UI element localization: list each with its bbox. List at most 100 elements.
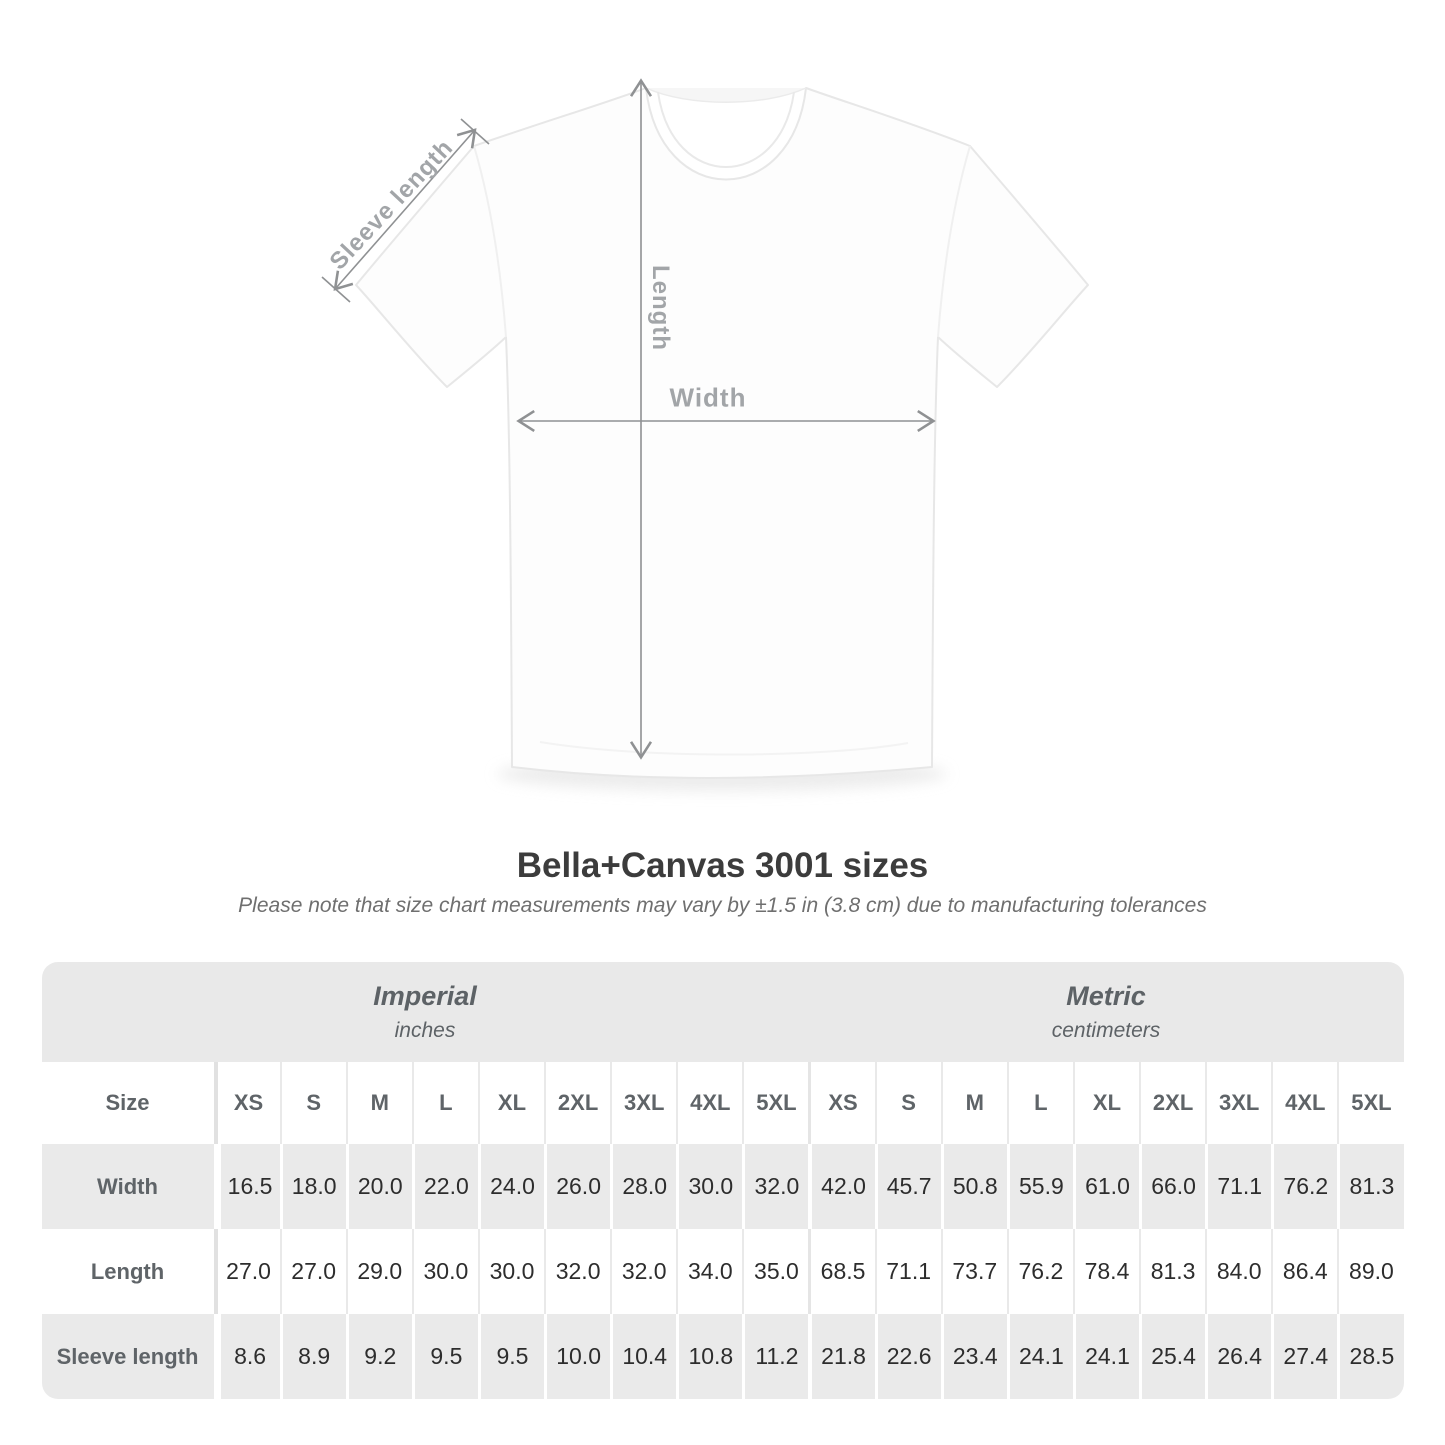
value-cell: 76.2 — [1271, 1144, 1338, 1229]
value-cell: 25.4 — [1139, 1314, 1206, 1399]
value-cell: 22.0 — [411, 1144, 478, 1229]
value-cell: 24.0 — [477, 1144, 545, 1229]
tshirt-measurement-diagram: Sleeve length Length Width — [321, 78, 1089, 791]
value-cell: 32.0 — [544, 1229, 611, 1314]
size-header-cell: S — [279, 1062, 346, 1144]
size-header-cell: 5XL — [742, 1062, 809, 1144]
metric-unit-label: centimeters — [1051, 1019, 1161, 1042]
width-label: Width — [669, 382, 747, 413]
size-header-cell: L — [1006, 1062, 1073, 1144]
value-cell: 28.0 — [610, 1144, 677, 1229]
value-cell: 24.1 — [1006, 1314, 1073, 1399]
value-cell: 45.7 — [874, 1144, 941, 1229]
value-cell: 24.1 — [1072, 1314, 1140, 1399]
size-header-cell: S — [874, 1062, 941, 1144]
size-chart-body: Width 16.5 18.0 20.0 22.0 24.0 26.0 28.0 30.0 32.… — [41, 1144, 1404, 1399]
size-header-cell: 2XL — [1139, 1062, 1206, 1144]
value-cell: 30.0 — [411, 1229, 478, 1314]
left-sleeve-seam — [473, 145, 507, 338]
tolerance-note: Please note that size chart measurements… — [238, 894, 1207, 917]
collar-inner-line — [657, 91, 795, 168]
value-cell: 21.8 — [808, 1314, 875, 1399]
size-header-cell: XS — [808, 1062, 875, 1144]
value-cell: 9.2 — [345, 1314, 412, 1399]
value-cell: 71.1 — [1205, 1144, 1272, 1229]
value-cell: 30.0 — [676, 1144, 743, 1229]
table-row: Width 16.5 18.0 20.0 22.0 24.0 26.0 28.0 30.0 32.… — [41, 1144, 1404, 1229]
row-label: Sleeve length — [41, 1314, 214, 1399]
value-cell: 23.4 — [940, 1314, 1007, 1399]
value-cell: 10.4 — [610, 1314, 677, 1399]
value-cell: 29.0 — [345, 1229, 412, 1314]
value-cell: 32.0 — [610, 1229, 677, 1314]
size-header-cell: 3XL — [1205, 1062, 1272, 1144]
value-cell: 11.2 — [742, 1314, 809, 1399]
value-cell: 66.0 — [1139, 1144, 1206, 1229]
tshirt-image — [321, 78, 1089, 791]
imperial-unit-label: inches — [394, 1019, 456, 1042]
length-label: Length — [647, 265, 674, 351]
row-label: Width — [41, 1144, 214, 1229]
value-cell: 28.5 — [1337, 1314, 1404, 1399]
value-cell: 86.4 — [1271, 1229, 1338, 1314]
value-cell: 8.9 — [279, 1314, 346, 1399]
size-header-cell: XL — [1072, 1062, 1140, 1144]
value-cell: 18.0 — [279, 1144, 346, 1229]
value-cell: 55.9 — [1006, 1144, 1073, 1229]
value-cell: 78.4 — [1072, 1229, 1140, 1314]
value-cell: 30.0 — [477, 1229, 545, 1314]
size-header-cell: L — [411, 1062, 478, 1144]
size-header-cell: XS — [213, 1062, 280, 1144]
value-cell: 32.0 — [742, 1144, 809, 1229]
sleeve-arrow-tick-top — [460, 118, 490, 145]
page-title: Bella+Canvas 3001 sizes — [516, 846, 929, 885]
value-cell: 27.0 — [213, 1229, 280, 1314]
size-column-header: Size — [41, 1062, 214, 1144]
size-header-row: Size XS S M L XL 2XL 3XL 4XL 5XL XS S M L XL 2XL 3XL 4XL 5… — [41, 1062, 1404, 1144]
hem-fold-line — [539, 741, 909, 756]
value-cell: 89.0 — [1337, 1229, 1404, 1314]
size-header-cell: XL — [477, 1062, 545, 1144]
imperial-label: Imperial — [373, 981, 477, 1011]
unit-group-row: Imperial inches Metric centimeters — [41, 962, 1404, 1062]
size-chart-table: Imperial inches Metric centimeters Size XS S M L… — [41, 962, 1404, 1399]
value-cell: 76.2 — [1006, 1229, 1073, 1314]
row-label: Length — [41, 1229, 214, 1314]
metric-label: Metric — [1066, 981, 1146, 1011]
value-cell: 10.8 — [676, 1314, 743, 1399]
value-cell: 35.0 — [742, 1229, 809, 1314]
value-cell: 71.1 — [874, 1229, 941, 1314]
value-cell: 73.7 — [940, 1229, 1007, 1314]
sleeve-arrow-tick-bottom — [321, 276, 351, 303]
value-cell: 9.5 — [477, 1314, 545, 1399]
imperial-group-header: Imperial inches — [41, 962, 809, 1062]
value-cell: 81.3 — [1337, 1144, 1404, 1229]
value-cell: 10.0 — [544, 1314, 611, 1399]
right-sleeve-seam — [937, 145, 971, 338]
value-cell: 61.0 — [1072, 1144, 1140, 1229]
value-cell: 20.0 — [345, 1144, 412, 1229]
size-chart-head: Imperial inches Metric centimeters Size XS S M L… — [41, 962, 1404, 1144]
value-cell: 9.5 — [411, 1314, 478, 1399]
value-cell: 34.0 — [676, 1229, 743, 1314]
value-cell: 81.3 — [1139, 1229, 1206, 1314]
size-header-cell: 4XL — [1271, 1062, 1338, 1144]
tshirt-body-path — [355, 87, 1089, 779]
sleeve-length-arrow — [333, 128, 477, 291]
value-cell: 42.0 — [808, 1144, 875, 1229]
table-row: Length 27.0 27.0 29.0 30.0 30.0 32.0 32.0 34.0 35… — [41, 1229, 1404, 1314]
value-cell: 68.5 — [808, 1229, 875, 1314]
size-header-cell: M — [940, 1062, 1007, 1144]
size-header-cell: 4XL — [676, 1062, 743, 1144]
size-header-cell: M — [345, 1062, 412, 1144]
value-cell: 16.5 — [213, 1144, 280, 1229]
value-cell: 50.8 — [940, 1144, 1007, 1229]
metric-group-header: Metric centimeters — [808, 962, 1404, 1062]
value-cell: 22.6 — [874, 1314, 941, 1399]
value-cell: 84.0 — [1205, 1229, 1272, 1314]
value-cell: 27.0 — [279, 1229, 346, 1314]
value-cell: 27.4 — [1271, 1314, 1338, 1399]
value-cell: 26.4 — [1205, 1314, 1272, 1399]
table-row: Sleeve length 8.6 8.9 9.2 9.5 9.5 10.0 10.4 10.8… — [41, 1314, 1404, 1399]
